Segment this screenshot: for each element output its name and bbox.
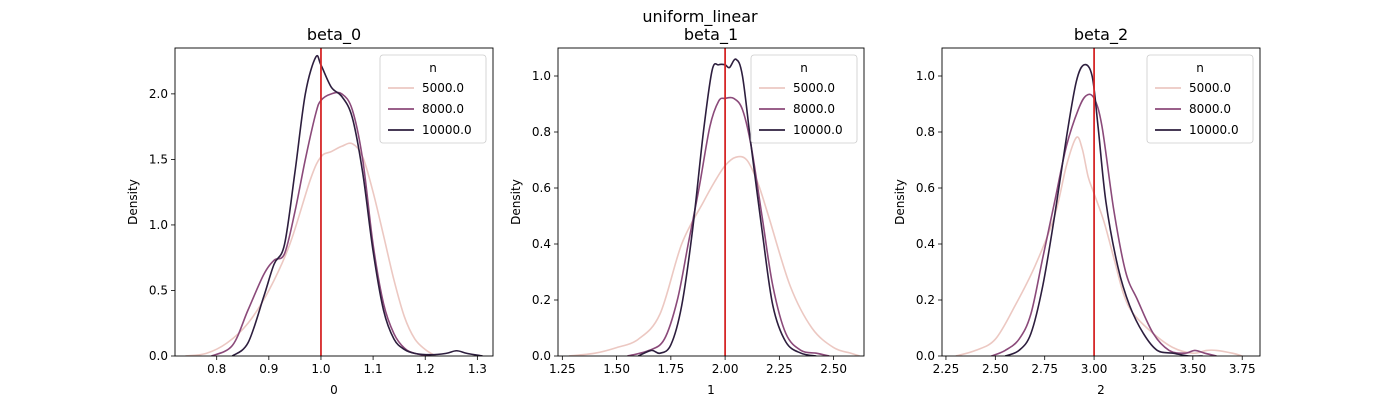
legend: n 5000.0 8000.0 10000.0: [379, 54, 487, 144]
y-tick-label: 1.0: [149, 218, 168, 232]
legend-entry-label: 8000.0: [422, 102, 464, 116]
density-curve-8000-0: [991, 93, 1217, 356]
subplot-beta-2: beta_2 2.25 2.50 2.75 3.00 3.25 3.50 3.75 0.0 0.2…: [893, 25, 1261, 397]
legend-entry-label: 5000.0: [1189, 81, 1231, 95]
x-tick-label: 0.9: [259, 362, 278, 376]
density-curve-8000-0: [211, 91, 431, 356]
x-tick-label: 1.2: [416, 362, 435, 376]
y-tick-label: 0.0: [916, 349, 935, 363]
x-tick-label: 1.50: [603, 362, 630, 376]
y-tick-label: 1.0: [916, 69, 935, 83]
subplot-grid: beta_00.8 0.9 1.0 1.1 1.2 1.30.00.51.01.52.00…: [126, 25, 1261, 397]
subplot-title: beta_1: [684, 25, 738, 45]
y-tick-label: 1.5: [149, 152, 168, 166]
figure-suptitle: uniform_linear: [642, 7, 758, 27]
legend: n 5000.0 8000.0 10000.0: [1146, 54, 1254, 144]
y-tick-label: 0.4: [532, 237, 551, 251]
plot-area: [955, 48, 1243, 356]
x-tick-label: 1.0: [311, 362, 330, 376]
y-tick-label: 0.8: [916, 125, 935, 139]
x-tick-label: 1.25: [549, 362, 576, 376]
y-tick-label: 0.5: [149, 283, 168, 297]
subplot-title: beta_2: [1074, 25, 1128, 45]
x-axis-label: 0: [330, 383, 338, 397]
legend-title: n: [800, 61, 808, 75]
x-tick-label: 2.50: [820, 362, 847, 376]
legend-box: [1146, 54, 1254, 144]
y-axis-label: Density: [509, 179, 523, 225]
axes-frame: [557, 47, 865, 357]
y-axis-label: Density: [893, 179, 907, 225]
x-tick-label: 2.25: [933, 362, 960, 376]
density-curve-8000-0: [627, 96, 830, 356]
y-tick-label: 0.2: [532, 293, 551, 307]
y-axis-label: Density: [126, 179, 140, 225]
legend-entry-label: 10000.0: [793, 123, 843, 137]
plot-area: [185, 48, 483, 356]
x-tick-label: 1.3: [468, 362, 487, 376]
x-tick-label: 3.75: [1229, 362, 1256, 376]
legend-entry-label: 8000.0: [793, 102, 835, 116]
density-curve-5000-0: [185, 142, 437, 356]
x-tick-label: 3.00: [1081, 362, 1108, 376]
x-tick-label: 1.75: [657, 362, 684, 376]
subplot-title: beta_0: [307, 25, 361, 45]
x-tick-label: 2.75: [1031, 362, 1058, 376]
y-tick-label: 1.0: [532, 69, 551, 83]
x-tick-label: 2.50: [982, 362, 1009, 376]
y-tick-label: 0.2: [916, 293, 935, 307]
subplot-beta-0: beta_0 0.8 0.9 1.0 1.1 1.2 1.3 0.0 0.5 1.0 1.5 2.0 0…: [126, 25, 494, 397]
density-curve-5000-0: [955, 136, 1243, 356]
x-tick-label: 3.25: [1130, 362, 1157, 376]
x-tick-label: 2.25: [766, 362, 793, 376]
density-curve-10000-0: [231, 54, 483, 356]
legend-box: [379, 54, 487, 144]
x-axis-label: 1: [707, 383, 715, 397]
axes-frame: [174, 47, 494, 357]
y-tick-label: 0.4: [916, 237, 935, 251]
legend-entry-label: 5000.0: [422, 81, 464, 95]
legend-title: n: [1196, 61, 1204, 75]
legend-entry-label: 5000.0: [793, 81, 835, 95]
legend: n 5000.0 8000.0 10000.0: [750, 54, 858, 144]
x-tick-label: 2.00: [712, 362, 739, 376]
legend-box: [750, 54, 858, 144]
y-tick-label: 0.0: [149, 349, 168, 363]
y-tick-label: 0.8: [532, 125, 551, 139]
density-curve-5000-0: [568, 155, 860, 356]
x-tick-label: 3.50: [1179, 362, 1206, 376]
subplot-beta-1: beta_1 1.25 1.50 1.75 2.00 2.25 2.50 0.0 0.2 0.4 0…: [509, 25, 865, 397]
plot-area: [568, 48, 860, 356]
legend-entry-label: 10000.0: [1189, 123, 1239, 137]
y-tick-label: 0.6: [532, 181, 551, 195]
legend-title: n: [429, 61, 437, 75]
y-tick-label: 2.0: [149, 87, 168, 101]
y-tick-label: 0.0: [532, 349, 551, 363]
density-curve-10000-0: [1004, 63, 1203, 356]
axes-frame: [941, 47, 1261, 357]
x-tick-label: 0.8: [207, 362, 226, 376]
x-axis-label: 2: [1097, 383, 1105, 397]
legend-entry-label: 10000.0: [422, 123, 472, 137]
x-tick-label: 1.1: [364, 362, 383, 376]
y-tick-label: 0.6: [916, 181, 935, 195]
legend-entry-label: 8000.0: [1189, 102, 1231, 116]
